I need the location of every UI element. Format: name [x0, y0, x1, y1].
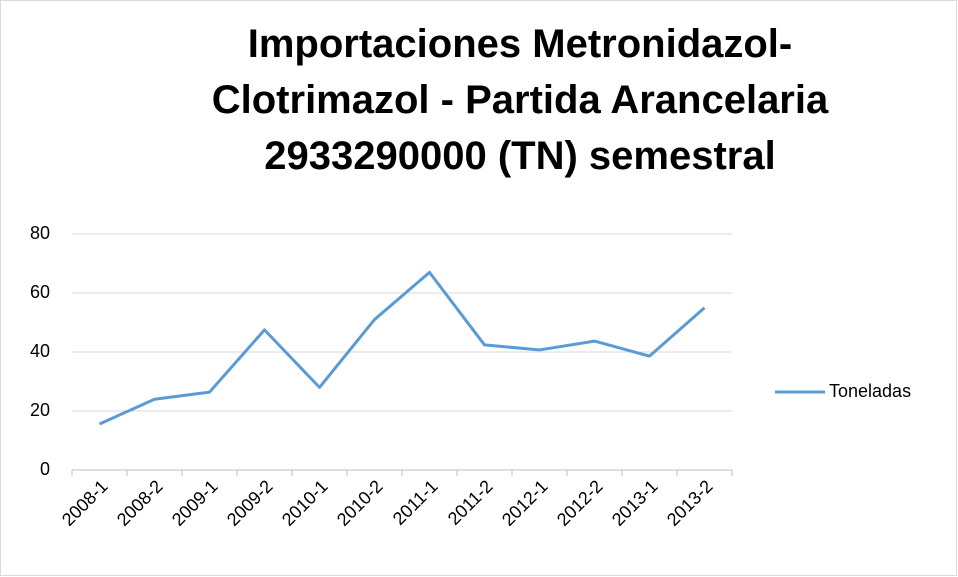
y-tick-label: 60 — [30, 282, 50, 302]
y-tick-label: 20 — [30, 400, 50, 420]
legend-label: Toneladas — [829, 381, 911, 401]
chart-title: Importaciones Metronidazol-Clotrimazol -… — [211, 22, 829, 178]
y-tick-label: 0 — [40, 459, 50, 479]
y-tick-label: 40 — [30, 341, 50, 361]
line-series — [98, 270, 706, 426]
y-tick-label: 80 — [30, 223, 50, 243]
